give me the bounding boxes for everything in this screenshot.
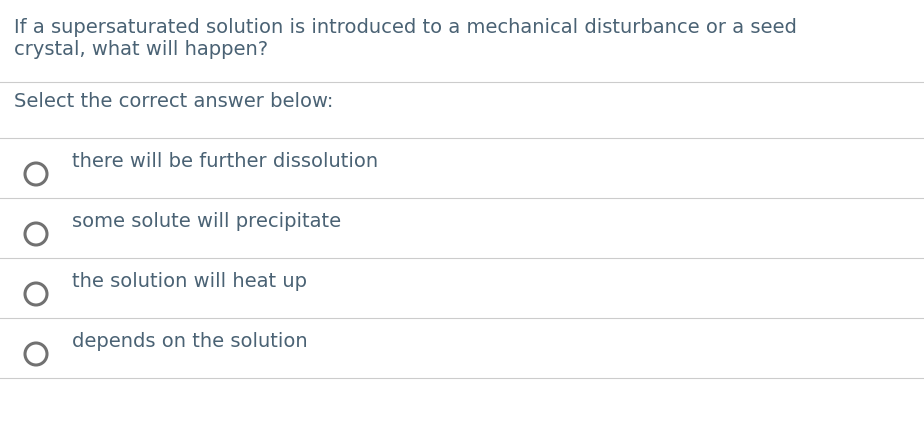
Text: depends on the solution: depends on the solution [72,332,308,351]
Text: some solute will precipitate: some solute will precipitate [72,212,341,231]
Text: the solution will heat up: the solution will heat up [72,272,307,291]
Text: If a supersaturated solution is introduced to a mechanical disturbance or a seed: If a supersaturated solution is introduc… [14,18,796,37]
Text: there will be further dissolution: there will be further dissolution [72,152,378,171]
Text: Select the correct answer below:: Select the correct answer below: [14,92,334,111]
Text: crystal, what will happen?: crystal, what will happen? [14,40,268,59]
